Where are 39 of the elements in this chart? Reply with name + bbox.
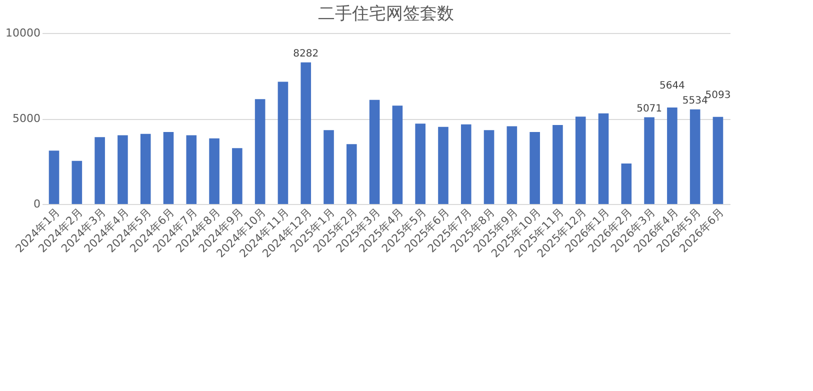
bar [278,82,288,204]
bar [254,99,266,204]
bar [667,107,678,204]
bar [530,132,540,204]
bar [484,130,494,204]
bar [346,144,357,204]
bar [712,116,724,204]
y-tick-label: 10000 [6,26,40,40]
bar [644,117,654,204]
bar [324,130,334,204]
bar [392,106,403,204]
data-label: 5071 [636,103,662,114]
bar [575,116,586,204]
chart-title: 二手住宅网签套数 [318,4,454,24]
bar [94,137,105,204]
data-label: 5534 [682,95,708,106]
bar [438,126,448,204]
bar [163,132,174,204]
bar [598,113,609,204]
bar [369,100,380,204]
data-label: 5093 [705,90,731,101]
data-label: 5644 [659,80,685,92]
bar [460,124,472,204]
y-tick-label: 5000 [12,112,40,125]
bar [186,135,197,204]
bar [300,62,312,204]
bar [506,126,518,204]
bar [415,124,426,204]
y-tick-label: 0 [34,198,40,210]
bar [690,109,700,204]
bar [72,160,82,204]
bar [48,150,60,204]
bar [118,135,128,204]
bar [232,148,242,204]
bar [140,134,151,204]
bar [552,125,563,204]
bar [209,138,220,204]
bar [621,163,632,204]
data-label: 8282 [293,48,319,60]
